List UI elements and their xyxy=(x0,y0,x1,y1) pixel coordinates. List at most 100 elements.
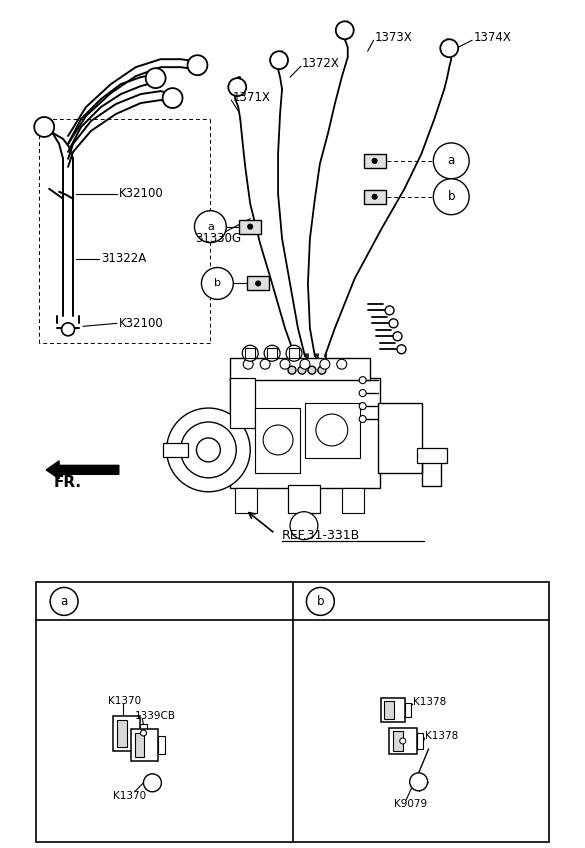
Bar xyxy=(342,488,364,513)
Circle shape xyxy=(372,159,377,164)
Circle shape xyxy=(359,389,366,397)
Bar xyxy=(116,720,126,747)
Text: FR.: FR. xyxy=(53,476,81,490)
Circle shape xyxy=(337,360,347,369)
Bar xyxy=(377,403,422,473)
Circle shape xyxy=(61,323,74,336)
Circle shape xyxy=(201,267,233,299)
Circle shape xyxy=(260,360,270,369)
Bar xyxy=(418,448,448,463)
Bar xyxy=(112,716,140,751)
Bar xyxy=(305,403,360,458)
Circle shape xyxy=(286,345,302,361)
Circle shape xyxy=(359,377,366,383)
Text: b: b xyxy=(316,595,324,608)
Text: K1370: K1370 xyxy=(112,791,146,801)
Circle shape xyxy=(35,117,54,137)
Circle shape xyxy=(228,78,246,96)
FancyArrow shape xyxy=(46,460,119,479)
Circle shape xyxy=(400,738,406,744)
Circle shape xyxy=(389,319,398,328)
Circle shape xyxy=(140,730,146,736)
Bar xyxy=(381,698,405,722)
Bar xyxy=(135,733,144,757)
Circle shape xyxy=(188,55,208,75)
Circle shape xyxy=(288,366,296,374)
Circle shape xyxy=(336,21,354,39)
Circle shape xyxy=(256,281,261,286)
Bar xyxy=(159,736,166,754)
Circle shape xyxy=(307,588,334,616)
Bar xyxy=(230,378,255,428)
Circle shape xyxy=(247,224,253,229)
Circle shape xyxy=(36,118,54,136)
Bar xyxy=(405,703,411,717)
Circle shape xyxy=(298,366,306,374)
Circle shape xyxy=(441,39,458,57)
Circle shape xyxy=(146,68,166,88)
Bar xyxy=(140,724,147,743)
Text: K1378: K1378 xyxy=(425,731,458,741)
Text: K1370: K1370 xyxy=(108,696,141,706)
Circle shape xyxy=(320,360,330,369)
Bar xyxy=(384,701,394,719)
Text: K9079: K9079 xyxy=(394,799,427,809)
Circle shape xyxy=(280,360,290,369)
Circle shape xyxy=(308,366,316,374)
Bar xyxy=(239,220,261,234)
Text: a: a xyxy=(207,221,214,232)
Text: 31322A: 31322A xyxy=(101,252,146,265)
Bar xyxy=(247,276,269,290)
Circle shape xyxy=(359,416,366,422)
Text: a: a xyxy=(448,154,455,167)
Bar xyxy=(36,583,549,841)
Circle shape xyxy=(264,345,280,361)
Circle shape xyxy=(263,425,293,455)
Bar xyxy=(364,153,386,168)
Bar xyxy=(364,190,386,204)
Bar xyxy=(245,349,255,358)
Circle shape xyxy=(197,438,221,462)
Text: 1373X: 1373X xyxy=(374,31,412,44)
Bar xyxy=(417,733,422,749)
Circle shape xyxy=(290,511,318,539)
Circle shape xyxy=(243,360,253,369)
Bar xyxy=(163,443,188,457)
Circle shape xyxy=(316,414,347,446)
Circle shape xyxy=(300,360,310,369)
Bar xyxy=(130,729,159,761)
Circle shape xyxy=(372,194,377,199)
Circle shape xyxy=(385,306,394,315)
Text: 1339CB: 1339CB xyxy=(135,711,176,721)
Text: b: b xyxy=(214,278,221,288)
Circle shape xyxy=(194,210,226,243)
Circle shape xyxy=(270,51,288,70)
Circle shape xyxy=(242,345,258,361)
Circle shape xyxy=(167,408,250,492)
Circle shape xyxy=(143,774,161,792)
Bar xyxy=(389,728,417,754)
Text: a: a xyxy=(60,595,68,608)
Circle shape xyxy=(50,588,78,616)
Circle shape xyxy=(410,773,428,791)
Text: 1372X: 1372X xyxy=(302,57,340,70)
Bar xyxy=(230,358,370,380)
Text: b: b xyxy=(448,190,455,204)
Bar xyxy=(267,349,277,358)
Circle shape xyxy=(163,88,183,108)
Circle shape xyxy=(181,422,236,477)
Circle shape xyxy=(433,179,469,215)
Text: K1378: K1378 xyxy=(412,697,446,707)
Circle shape xyxy=(359,403,366,410)
Circle shape xyxy=(393,332,402,341)
Text: K32100: K32100 xyxy=(119,187,164,200)
Circle shape xyxy=(397,345,406,354)
Text: REF.31-331B: REF.31-331B xyxy=(282,529,360,542)
Bar xyxy=(393,731,402,751)
Circle shape xyxy=(318,366,326,374)
Circle shape xyxy=(433,143,469,179)
Bar xyxy=(230,378,380,488)
Text: 1371X: 1371X xyxy=(232,91,270,103)
Text: K32100: K32100 xyxy=(119,317,164,330)
Text: 1374X: 1374X xyxy=(474,31,512,44)
